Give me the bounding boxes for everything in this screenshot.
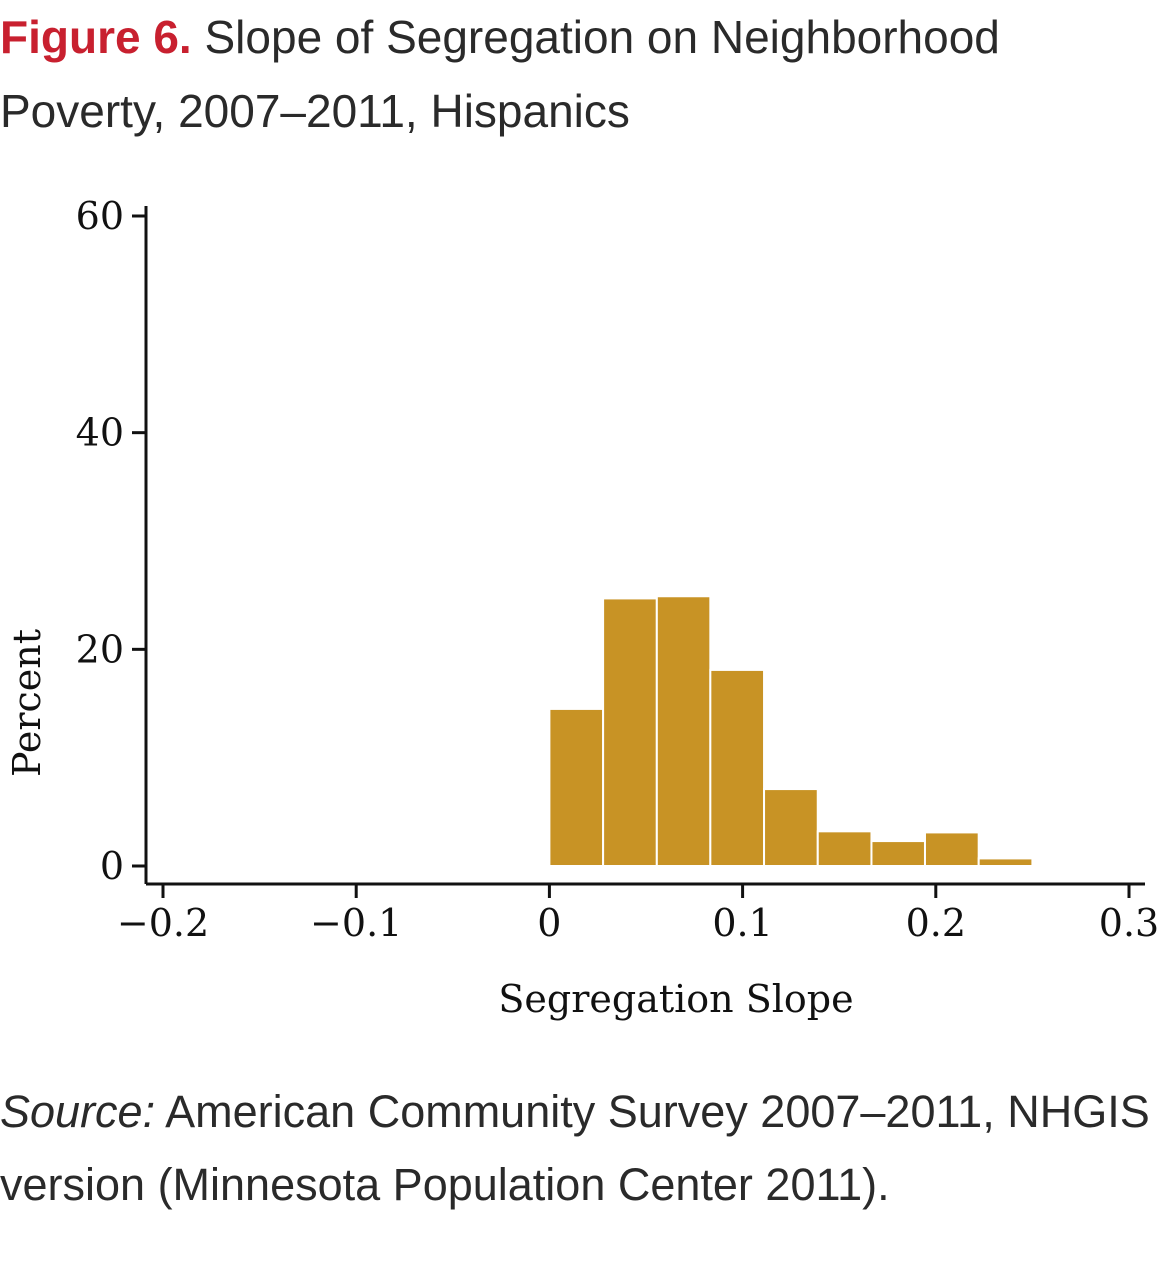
histogram-bar: [923, 831, 980, 868]
source-label: Source:: [0, 1086, 156, 1137]
histogram-bar: [763, 788, 819, 867]
figure-title: Figure 6. Slope of Segregation on Neighb…: [0, 0, 1159, 148]
histogram-bar: [548, 707, 605, 868]
axes-group: 0 20 40 60 −0.2 −0.1 0 0.1 0.2 0.3: [76, 194, 1159, 945]
y-axis-label: Percent: [5, 629, 49, 777]
bars-group: [548, 595, 1034, 868]
histogram-bar: [870, 840, 926, 867]
x-tick-label: 0: [537, 901, 561, 945]
x-tick-label: 0.3: [1099, 901, 1159, 945]
histogram-bar: [977, 857, 1034, 868]
source-text: American Community Survey 2007–2011, NHG…: [0, 1086, 1150, 1210]
x-tick-label: 0.2: [906, 901, 966, 945]
histogram-chart: 0 20 40 60 −0.2 −0.1 0 0.1 0.2 0.3 Segregation Sl…: [5, 194, 1159, 1021]
x-tick-label: −0.1: [310, 901, 402, 945]
source-note: Source: American Community Survey 2007–2…: [0, 1075, 1159, 1221]
histogram-bar: [602, 597, 658, 867]
figure-label: Figure 6.: [0, 11, 192, 63]
x-tick-label: −0.2: [117, 901, 209, 945]
histogram-bar: [816, 830, 873, 867]
x-axis-label: Segregation Slope: [498, 977, 853, 1021]
y-tick-label: 60: [76, 194, 124, 238]
y-tick-label: 0: [100, 844, 124, 888]
figure-title-text: Slope of Segregation on Neighborhood Pov…: [0, 11, 1000, 137]
y-tick-label: 40: [76, 411, 124, 455]
x-tick-label: 0.1: [712, 901, 772, 945]
histogram-bar: [655, 595, 712, 867]
y-tick-label: 20: [76, 627, 124, 671]
histogram-bar: [709, 668, 766, 867]
